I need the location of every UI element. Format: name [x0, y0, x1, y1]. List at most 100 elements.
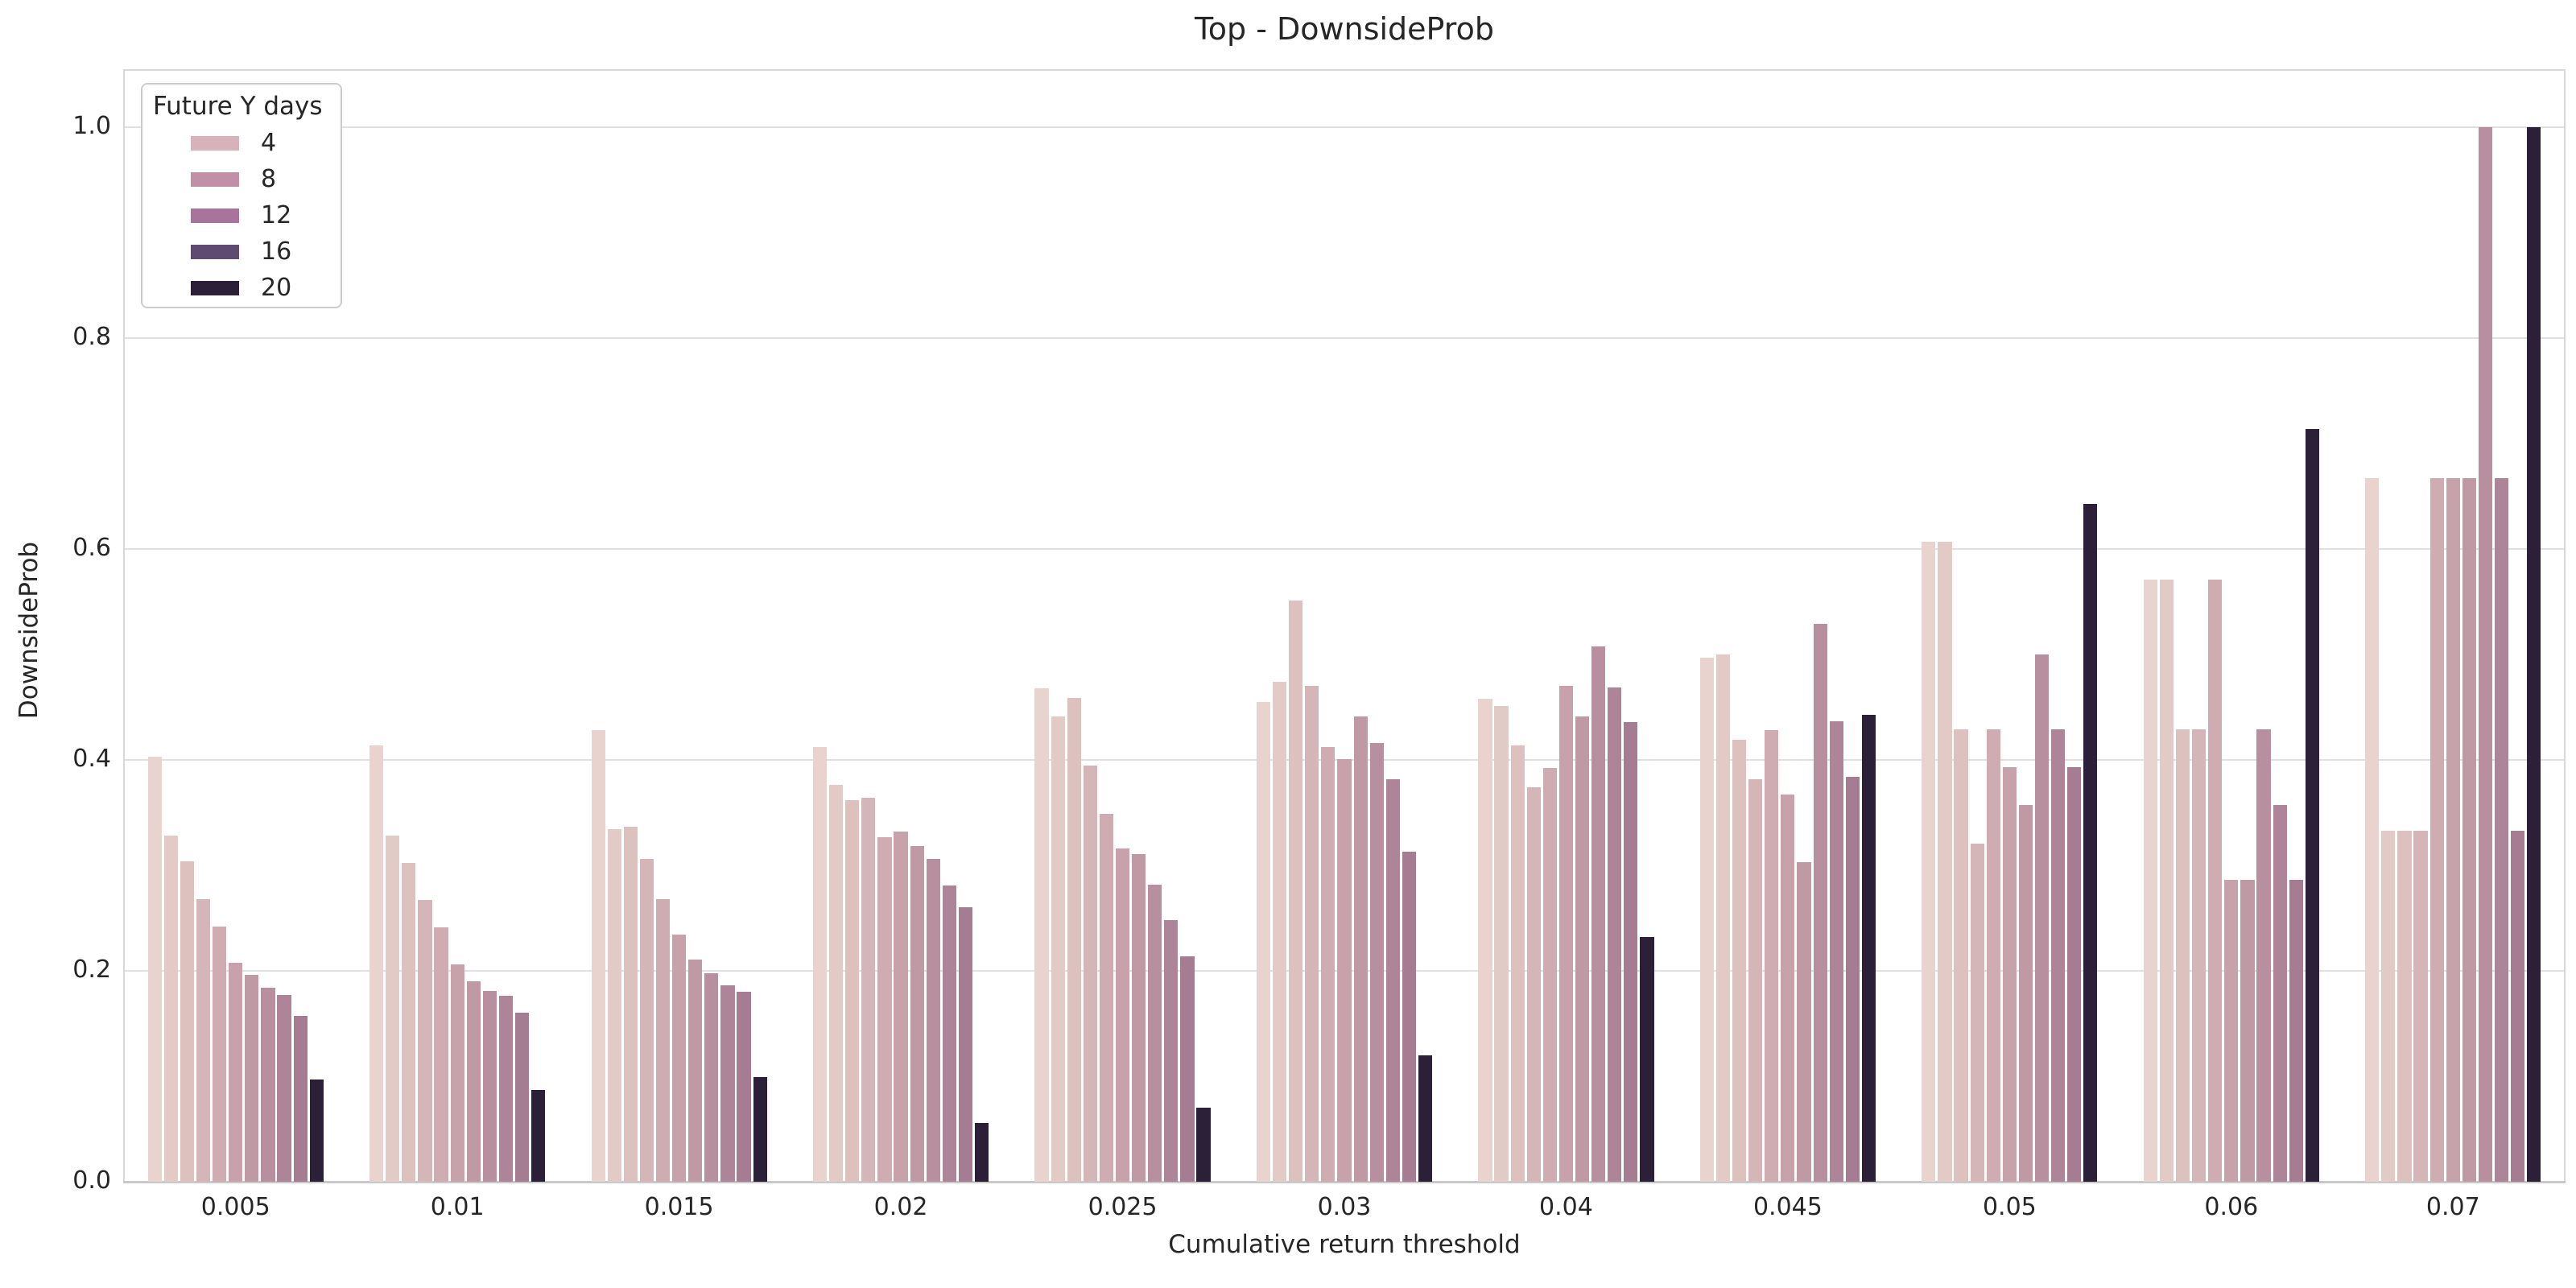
- bar: [1640, 937, 1654, 1182]
- bar: [1575, 716, 1590, 1182]
- bar: [1083, 765, 1097, 1182]
- x-tick-label: 0.05: [1982, 1193, 2037, 1221]
- bar: [1954, 729, 1968, 1182]
- bar: [958, 907, 973, 1182]
- bar: [466, 981, 481, 1182]
- plot-area: [123, 69, 2566, 1183]
- bar: [2413, 830, 2428, 1182]
- bar: [1608, 687, 1622, 1182]
- bar: [2446, 478, 2460, 1182]
- bar: [1542, 768, 1557, 1182]
- bar: [277, 995, 291, 1182]
- x-tick-label: 0.025: [1088, 1193, 1158, 1221]
- bar: [1321, 747, 1335, 1182]
- x-tick-label: 0.03: [1317, 1193, 1372, 1221]
- x-axis-label: Cumulative return threshold: [1168, 1230, 1521, 1259]
- legend: Future Y days 4 8 12 16 20: [141, 83, 342, 308]
- bar: [877, 836, 892, 1182]
- bar: [2478, 127, 2493, 1182]
- bar: [531, 1090, 546, 1182]
- bar: [655, 898, 671, 1182]
- bar: [1510, 745, 1525, 1182]
- axis-spine: [123, 1181, 2566, 1183]
- bar: [861, 798, 876, 1182]
- x-tick-label: 0.02: [873, 1193, 928, 1221]
- bar: [910, 846, 924, 1182]
- bar: [2083, 503, 2098, 1182]
- bar: [1337, 758, 1352, 1182]
- bar: [1765, 730, 1779, 1182]
- bar: [1478, 699, 1492, 1182]
- gridline: [125, 548, 2564, 550]
- bar: [1256, 701, 1271, 1182]
- bar: [2494, 478, 2509, 1182]
- axis-spine: [123, 71, 125, 1182]
- bar: [213, 926, 227, 1182]
- bar: [1402, 851, 1416, 1182]
- bar: [514, 1013, 530, 1182]
- bar: [1591, 646, 1606, 1182]
- bar: [1353, 716, 1368, 1182]
- y-tick-label: 0.8: [72, 323, 111, 351]
- bar: [450, 964, 464, 1182]
- bar: [434, 927, 448, 1182]
- bar: [2192, 729, 2207, 1182]
- bar: [688, 959, 703, 1182]
- bar: [2305, 428, 2319, 1182]
- bar: [2365, 478, 2380, 1182]
- bar: [942, 885, 956, 1182]
- bar: [704, 972, 719, 1182]
- bar: [2462, 478, 2476, 1182]
- bar: [639, 859, 654, 1182]
- bar: [2429, 478, 2444, 1182]
- bar: [1781, 795, 1795, 1182]
- x-tick-label: 0.04: [1539, 1193, 1593, 1221]
- bar: [2208, 580, 2223, 1182]
- bar: [229, 962, 243, 1182]
- bar: [1699, 657, 1714, 1182]
- x-tick-label: 0.045: [1752, 1193, 1823, 1221]
- gridline: [125, 126, 2564, 128]
- bar: [1132, 853, 1146, 1182]
- bar: [2511, 830, 2525, 1182]
- bar: [2034, 654, 2050, 1182]
- legend-label: 16: [261, 237, 292, 266]
- legend-title: Future Y days: [153, 92, 323, 121]
- bar: [1099, 813, 1114, 1182]
- bar: [623, 826, 638, 1182]
- bar: [2002, 767, 2017, 1182]
- bar: [1922, 541, 1936, 1182]
- bar: [845, 799, 860, 1182]
- legend-label: 4: [261, 129, 277, 157]
- bar: [2273, 805, 2287, 1182]
- bar: [812, 747, 828, 1182]
- bar: [1164, 920, 1179, 1182]
- bar: [1813, 624, 1827, 1182]
- bar: [2018, 805, 2033, 1182]
- bar: [418, 900, 432, 1182]
- bar: [1289, 601, 1303, 1182]
- bar: [180, 861, 194, 1182]
- bar: [1034, 687, 1049, 1182]
- y-tick-label: 0.0: [72, 1166, 111, 1195]
- bar: [1748, 778, 1763, 1182]
- legend-swatch: [191, 245, 239, 259]
- bar: [163, 836, 178, 1182]
- bar: [1494, 706, 1509, 1182]
- bar: [309, 1079, 324, 1182]
- bar: [926, 859, 940, 1182]
- bar: [1715, 654, 1731, 1182]
- bar: [1624, 721, 1638, 1182]
- bar: [2527, 127, 2541, 1182]
- bar: [147, 757, 162, 1182]
- bar: [2143, 580, 2157, 1182]
- bar: [1051, 716, 1065, 1182]
- bar: [1986, 729, 2000, 1182]
- bar: [482, 990, 497, 1182]
- bar: [498, 996, 514, 1182]
- y-tick-label: 0.6: [72, 534, 111, 562]
- bar: [974, 1122, 989, 1182]
- bar: [2289, 880, 2303, 1182]
- chart-title: Top - DownsideProb: [1195, 11, 1494, 47]
- bar: [1273, 682, 1287, 1182]
